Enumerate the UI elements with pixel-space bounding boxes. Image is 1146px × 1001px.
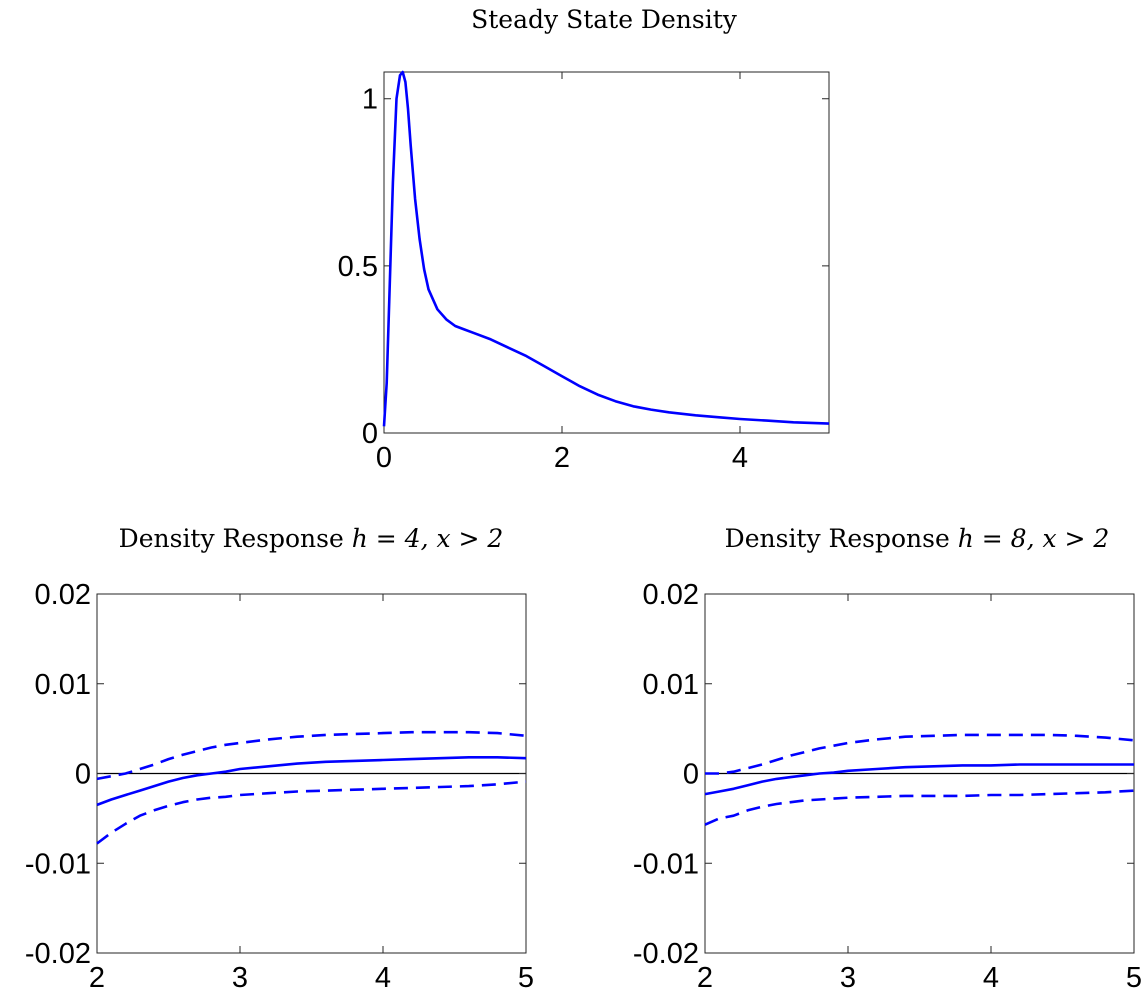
chart-title: Density Response h = 8, x > 2: [725, 524, 1110, 553]
chart-title-text: Density Response: [725, 524, 958, 553]
x-tick-label: 4: [732, 442, 748, 474]
plot-area: [383, 71, 830, 434]
chart-title-math: h = 4, x > 2: [352, 524, 504, 553]
series-layer: [382, 70, 830, 427]
chart-title-math: h = 8, x > 2: [958, 524, 1110, 553]
x-tick-label: 4: [983, 962, 999, 994]
y-tick-label: 0: [683, 759, 699, 791]
y-tick-label: 0.02: [35, 579, 91, 611]
chart-title-text: Density Response: [119, 524, 352, 553]
series-line-solid: [382, 70, 830, 427]
x-tick-label: 3: [840, 962, 856, 994]
y-tick-label: 0.01: [35, 669, 91, 701]
ticks-layer: 2 3 4 5 -0.02 -0.01 0 0.01 0.02: [25, 579, 534, 994]
y-tick-label: 0.01: [643, 669, 699, 701]
y-tick-label: -0.01: [25, 848, 91, 880]
ticks-layer: 2 3 4 5 -0.02 -0.01 0 0.01 0.02: [633, 579, 1142, 994]
x-tick-label: 2: [697, 962, 713, 994]
chart-title: Steady State Density: [471, 5, 738, 34]
chart-steady-state-density: Steady State Density 0 2 4 0 0.5 1: [338, 5, 830, 474]
y-tick-label: -0.02: [633, 938, 699, 970]
x-tick-label: 0: [376, 442, 392, 474]
series-layer: [704, 733, 1135, 826]
x-tick-label: 3: [232, 962, 248, 994]
y-tick-label: 0.02: [643, 579, 699, 611]
series-line-dashed: [96, 730, 527, 781]
y-tick-label: 1: [362, 84, 378, 116]
chart-density-response-h4: Density Response h = 4, x > 2 2 3 4 5 -0.02 -…: [25, 524, 534, 994]
series-line-dashed: [704, 789, 1135, 826]
series-layer: [96, 730, 527, 845]
y-tick-label: -0.01: [633, 848, 699, 880]
x-tick-label: 5: [518, 962, 534, 994]
series-line-solid: [96, 755, 527, 807]
chart-title: Density Response h = 4, x > 2: [119, 524, 504, 553]
x-tick-label: 4: [375, 962, 391, 994]
series-line-dashed: [96, 780, 527, 845]
series-line-dashed: [705, 733, 1135, 775]
y-tick-label: 0: [362, 418, 378, 450]
y-tick-label: 0: [75, 759, 91, 791]
x-tick-label: 5: [1126, 962, 1142, 994]
y-tick-label: 0.5: [338, 251, 378, 283]
x-tick-label: 2: [89, 962, 105, 994]
y-tick-label: -0.02: [25, 938, 91, 970]
chart-density-response-h8: Density Response h = 8, x > 2 2 3 4 5 -0.02 -…: [633, 524, 1142, 994]
x-tick-label: 2: [554, 442, 570, 474]
ticks-layer: 0 2 4 0 0.5 1: [338, 72, 829, 474]
series-line-solid: [704, 763, 1134, 796]
